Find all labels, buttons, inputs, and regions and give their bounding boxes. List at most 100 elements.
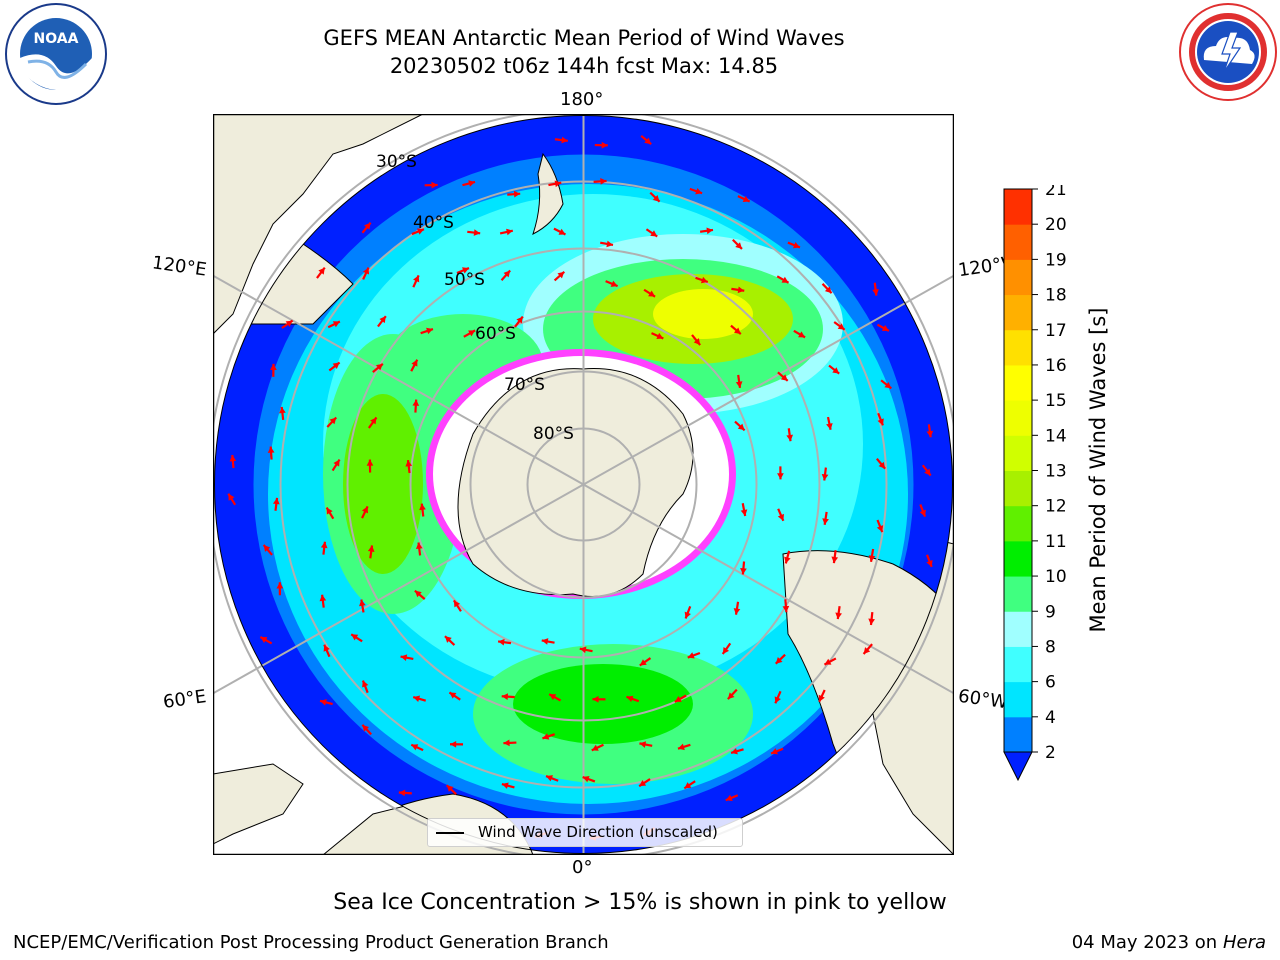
wave-direction-arrowhead <box>318 267 325 275</box>
wave-direction-arrowhead <box>600 178 607 185</box>
colorbar-tick-label: 8 <box>1045 637 1056 657</box>
wave-direction-arrowhead <box>684 611 691 619</box>
wind-wave-arrows <box>227 135 934 841</box>
wave-direction-arrowhead <box>417 228 424 235</box>
wave-direction-arrowhead <box>229 455 237 462</box>
wave-direction-arrowhead <box>684 782 692 789</box>
wave-direction-arrowhead <box>650 230 658 237</box>
wave-direction-arrowhead <box>639 659 647 666</box>
wave-direction-arrowhead <box>332 321 340 328</box>
colorbar-band <box>1004 611 1032 647</box>
wave-direction-arrowhead <box>884 381 892 389</box>
wave-direction-arrowhead <box>777 473 784 480</box>
wave-direction-arrowhead <box>444 636 452 643</box>
wave-direction-arrowhead <box>824 286 832 294</box>
wave-direction-arrowhead <box>516 316 523 324</box>
wave-direction-arrowhead <box>582 775 590 783</box>
wave-direction-arrowhead <box>276 582 284 589</box>
wave-direction-arrowhead <box>449 692 457 699</box>
wave-direction-arrowhead <box>431 181 438 189</box>
wave-direction-arrowhead <box>468 330 476 337</box>
colorbar-band <box>1004 329 1032 366</box>
colorbar-tick-label: 11 <box>1045 532 1067 552</box>
wave-direction-arrowhead <box>364 222 371 230</box>
wave-direction-arrowhead <box>687 652 695 659</box>
host-name: Hera <box>1222 932 1266 953</box>
wave-direction-arrowhead <box>333 459 340 467</box>
wave-direction-arrowhead <box>326 507 333 515</box>
wave-direction-arrowhead <box>742 195 750 203</box>
wave-direction-arrowhead <box>868 618 875 626</box>
colorbar-band <box>1004 505 1032 542</box>
wave-direction-arrowhead <box>320 541 328 549</box>
wave-direction-arrowhead <box>541 638 549 645</box>
wave-direction-arrowhead <box>323 644 330 652</box>
wave-direction-arrowhead <box>601 141 608 149</box>
wave-direction-arrowhead <box>503 270 511 278</box>
wave-direction-arrowhead <box>740 509 748 517</box>
wave-direction-arrowhead <box>877 418 884 426</box>
date-stamp: 04 May 2023 on Hera <box>1071 932 1266 953</box>
wave-direction-arrowhead <box>782 605 790 613</box>
wave-direction-arrowhead <box>868 555 876 562</box>
wave-direction-arrowhead <box>626 695 634 703</box>
wave-direction-arrowhead <box>735 242 742 249</box>
wave-direction-arrowhead <box>546 775 553 782</box>
legend-label: Wind Wave Direction (unscaled) <box>478 823 718 841</box>
wave-direction-arrowhead <box>822 518 829 525</box>
lat-label-80s: 80°S <box>533 424 574 444</box>
wave-direction-arrowhead <box>824 658 832 665</box>
colorbar-tick-label: 12 <box>1045 497 1067 517</box>
wave-direction-arrowhead <box>362 267 370 275</box>
wave-direction-arrowhead <box>775 657 783 664</box>
wave-direction-arrowhead <box>361 506 369 514</box>
wave-direction-arrowhead <box>260 637 268 643</box>
wave-direction-arrowhead <box>554 180 562 188</box>
wave-direction-arrowhead <box>446 785 454 792</box>
wave-direction-arrowhead <box>414 590 422 598</box>
wave-direction-arrowhead <box>606 240 614 248</box>
wave-direction-arrowhead <box>329 417 337 425</box>
wave-direction-arrowhead <box>835 612 842 620</box>
legend-line-sample <box>436 832 464 834</box>
wave-direction-arrowhead <box>733 608 741 615</box>
lat-label-40s: 40°S <box>413 213 454 233</box>
wave-direction-arrowhead <box>413 695 421 703</box>
wave-direction-arrowhead <box>501 782 509 789</box>
wave-direction-arrowhead <box>926 559 933 567</box>
wave-direction-arrowhead <box>639 779 647 787</box>
wave-direction-arrowhead <box>695 188 703 195</box>
colorbar-band <box>1004 646 1032 683</box>
colorbar-tick-label: 13 <box>1045 462 1067 482</box>
colorbar-tick-label: 15 <box>1045 391 1067 411</box>
wave-direction-arrowhead <box>411 359 418 367</box>
credit-text: NCEP/EMC/Verification Post Processing Pr… <box>13 932 609 953</box>
wave-direction-arrowhead <box>784 556 791 564</box>
wave-direction-arrowhead <box>725 794 733 801</box>
lat-label-30s: 30°S <box>376 152 417 172</box>
wave-direction-arrowhead <box>462 267 469 274</box>
colorbar-band <box>1004 540 1032 577</box>
wave-direction-arrowhead <box>798 331 806 338</box>
wave-direction-arrowhead <box>370 417 377 425</box>
polar-map <box>213 114 954 855</box>
colorbar-band <box>1004 189 1032 225</box>
noaa-logo-text: NOAA <box>34 31 79 47</box>
wave-direction-arrowhead <box>735 381 743 388</box>
wave-direction-arrowhead <box>733 327 741 335</box>
wave-direction-arrowhead <box>771 748 778 755</box>
wave-direction-arrowhead <box>693 338 701 346</box>
wave-direction-arrowhead <box>412 399 420 406</box>
wave-direction-arrowhead <box>503 739 510 747</box>
colorbar-tick-label: 10 <box>1045 567 1067 587</box>
wave-direction-arrowhead <box>411 744 419 751</box>
wave-direction-arrowhead <box>319 594 327 602</box>
colorbar: 2 4 6 8 9 10 11 12 13 14 15 16 17 18 19 20 21 <box>1003 185 1067 782</box>
wave-direction-arrowhead <box>426 327 433 335</box>
colorbar-tick-label: 20 <box>1045 215 1067 235</box>
colorbar-tick-label: 16 <box>1045 356 1067 376</box>
wave-direction-arrowhead <box>780 374 788 381</box>
wave-direction-arrowhead <box>677 743 685 751</box>
wave-direction-arrowhead <box>379 316 386 324</box>
wave-direction-arrowhead <box>639 741 647 748</box>
